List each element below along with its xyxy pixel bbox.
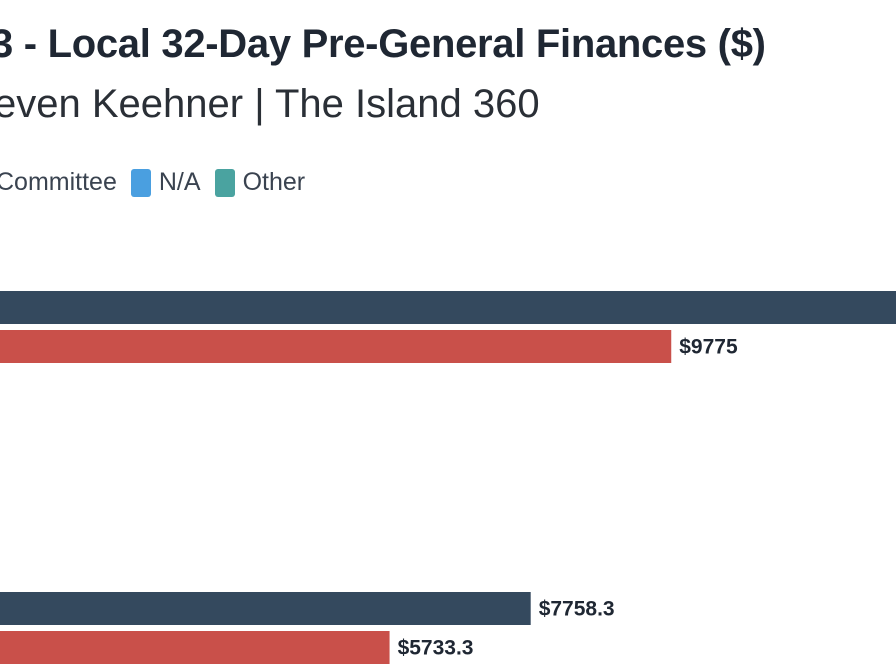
legend-item-na[interactable]: N/A [130,168,201,197]
chart-title: 3 - Local 32-Day Pre-General Finances ($… [0,22,766,66]
bar-committee-2[interactable] [0,592,531,625]
legend-swatch-other [214,168,235,197]
legend-label-other: Other [242,168,306,196]
bar-other-2[interactable] [0,631,390,664]
legend-label-committee: Committee [0,168,117,196]
legend-item-committee[interactable]: Committee [0,168,117,197]
legend-item-other[interactable]: Other [214,168,306,197]
bar-value-label: $9775 [679,336,738,359]
bar-value-label: $5733.3 [398,637,474,660]
legend-label-na: N/A [158,168,201,196]
bar-other-1[interactable] [0,330,672,363]
bar-value-label: $7758.3 [539,598,615,621]
legend: Committee N/A Other [0,168,319,197]
chart-subtitle: even Keehner | The Island 360 [0,82,540,126]
bar-committee-1[interactable] [0,291,896,324]
legend-swatch-na [130,168,151,197]
